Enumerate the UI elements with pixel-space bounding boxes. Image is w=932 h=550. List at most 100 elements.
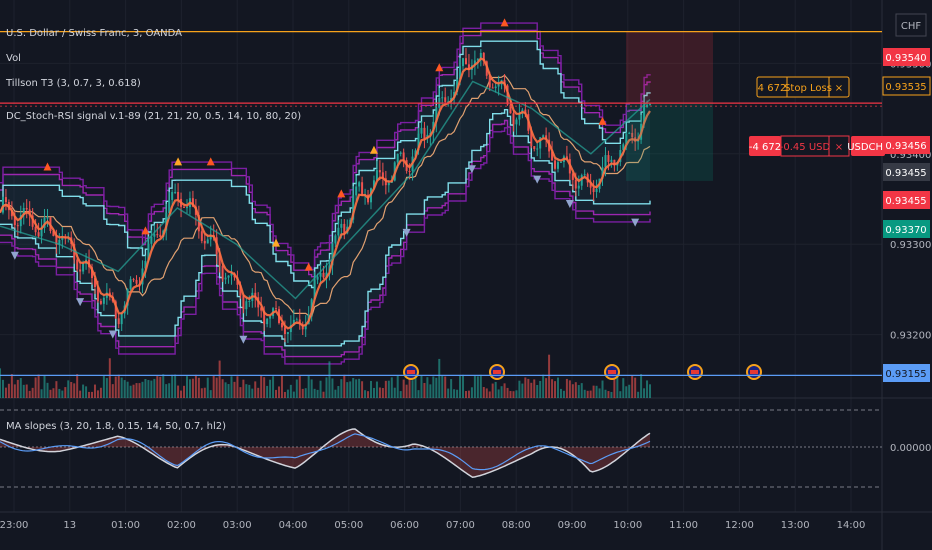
currency-button[interactable] <box>895 13 927 37</box>
volume-bar <box>1 379 4 398</box>
volume-bar <box>177 385 180 398</box>
candle-body <box>165 213 168 231</box>
candle-body <box>408 170 411 172</box>
candle-body <box>239 284 242 296</box>
volume-bar <box>622 378 625 398</box>
volume-bar <box>96 390 99 398</box>
indicator-ma-slopes[interactable]: MA slopes (3, 20, 1.8, 0.15, 14, 50, 0.7… <box>6 421 226 432</box>
volume-bar <box>93 384 96 398</box>
candle-body <box>625 133 628 145</box>
volume-bar <box>372 387 375 398</box>
candle-body <box>266 318 269 325</box>
volume-bar <box>43 375 46 398</box>
volume-bar <box>646 380 649 398</box>
volume-bar <box>102 375 105 398</box>
volume-bar <box>361 381 364 398</box>
candle-body <box>554 160 557 169</box>
volume-bar <box>108 358 111 398</box>
signal-down-marker <box>108 330 117 339</box>
candle-body <box>331 243 334 266</box>
volume-bar <box>150 380 153 398</box>
volume-bar <box>580 383 583 398</box>
candle-body <box>40 227 43 237</box>
volume-bar <box>218 360 221 398</box>
price-tag-label: 0.93455 <box>885 196 926 207</box>
volume-bar <box>456 389 459 398</box>
volume-bar <box>0 368 1 398</box>
candle-body <box>551 151 554 161</box>
stop-loss-qty: 4 672 <box>758 83 787 94</box>
volume-bar <box>58 388 61 398</box>
indicator-vol[interactable]: Vol <box>6 53 21 64</box>
position-tag[interactable]: -4 672 -0.45 USD × USDCHF <box>749 135 889 157</box>
indicator-stoch-rsi[interactable]: DC_Stoch-RSI signal v.1-89 (21, 21, 20, … <box>6 111 301 122</box>
volume-bar <box>174 374 177 398</box>
volume-bar <box>245 384 248 398</box>
volume-bar <box>79 390 82 398</box>
volume-bar <box>88 391 91 398</box>
volume-bar <box>70 381 73 398</box>
volume-bar <box>129 385 132 398</box>
candle-body <box>423 127 426 139</box>
price-tag <box>883 48 930 66</box>
volume-bar <box>476 376 479 398</box>
signal-up-marker <box>272 238 281 247</box>
candle-body <box>126 289 129 306</box>
candle-body <box>203 240 206 244</box>
candle-body <box>275 308 278 310</box>
candle-body <box>82 263 85 272</box>
indicator-tillson[interactable]: Tillson T3 (3, 0.7, 3, 0.618) <box>5 78 141 89</box>
volume-bar <box>533 379 536 398</box>
volume-bar <box>283 391 286 398</box>
time-tick-label: 11:00 <box>669 520 698 531</box>
candle-body <box>467 64 470 70</box>
candle-body <box>10 210 13 217</box>
position-box[interactable] <box>626 31 713 181</box>
candle-body <box>435 107 438 122</box>
volume-bar <box>539 380 542 398</box>
volume-bar <box>435 377 438 398</box>
volume-bar <box>319 380 322 398</box>
price-tick-label: 0.93400 <box>890 150 931 161</box>
time-tick-label: 13 <box>63 520 76 531</box>
series-line-stoch <box>0 80 651 300</box>
stop-loss-close-icon[interactable]: × <box>835 83 843 94</box>
candle-body <box>292 319 295 326</box>
candle-body <box>372 180 375 189</box>
volume-bar <box>31 387 34 398</box>
time-tick-label: 08:00 <box>502 520 531 531</box>
band-line <box>0 109 651 347</box>
candle-body <box>417 133 420 151</box>
volume-bar <box>571 384 574 398</box>
volume-bar <box>254 381 257 398</box>
candle-body <box>595 188 598 193</box>
volume-bar <box>147 380 150 398</box>
volume-bar <box>367 391 370 398</box>
candle-body <box>444 97 447 102</box>
volume-bar <box>640 374 643 398</box>
volume-bar <box>37 374 40 398</box>
slope-line-slow <box>0 433 651 471</box>
candle-body <box>533 146 536 150</box>
candle-body <box>592 187 595 193</box>
stop-loss-label: Stop Loss <box>784 83 832 94</box>
candle-body <box>589 182 592 188</box>
candle-body <box>295 319 298 321</box>
volume-bar <box>562 390 565 398</box>
candle-body <box>542 135 545 138</box>
volume-bar <box>568 380 571 398</box>
volume-bar <box>183 385 186 398</box>
time-tick-label: 01:00 <box>111 520 140 531</box>
volume-bar <box>135 383 138 398</box>
position-close-icon[interactable]: × <box>835 142 843 153</box>
volume-bar <box>524 377 527 398</box>
event-flag-stripe <box>750 370 758 374</box>
stop-loss-tag[interactable]: 4 672 Stop Loss × <box>756 76 850 98</box>
candle-body <box>559 161 562 163</box>
volume-bar <box>506 387 509 398</box>
candle-body <box>117 318 120 325</box>
volume-bar <box>266 385 269 398</box>
price-tag-label: 0.93370 <box>885 225 926 236</box>
signal-up-marker <box>304 262 313 271</box>
